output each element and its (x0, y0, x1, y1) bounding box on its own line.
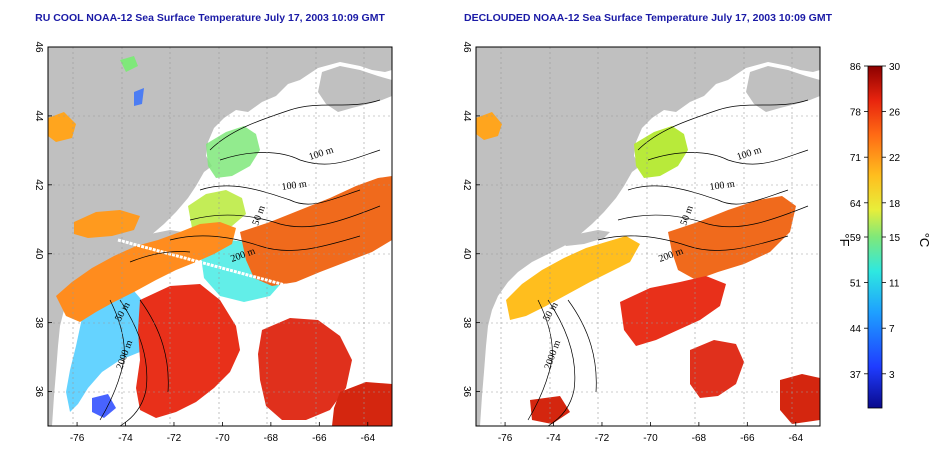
warm-water-region (56, 222, 236, 322)
x-tick-label: -76 (498, 433, 513, 444)
warm-water-region (258, 318, 352, 420)
warm-water-region (476, 112, 502, 140)
x-tick-label: -72 (167, 433, 182, 444)
left-graticule (48, 47, 392, 426)
fahrenheit-tick-label: 64 (850, 199, 862, 210)
warm-water-region (620, 276, 726, 346)
cloud-contaminated-region (92, 394, 116, 418)
right-map-frame (475, 46, 821, 427)
bathymetry-contours (99, 99, 381, 426)
cold-water-region (134, 88, 144, 106)
fahrenheit-tick-label: 37 (850, 370, 862, 381)
warm-water-region (506, 236, 640, 320)
fahrenheit-tick-label: 59 (850, 233, 862, 244)
x-tick-label: -68 (264, 433, 279, 444)
colorbar-ticks: 30 86 26 78 22 71 18 64 15 59 11 51 7 44 3 37 (850, 62, 901, 381)
fahrenheit-unit-label: °F (837, 233, 852, 246)
left-map-panel: RU COOL NOAA-12 Sea Surface Temperature … (33, 12, 393, 444)
land-mass (48, 47, 392, 426)
warm-water-region (48, 112, 76, 142)
cloud-contaminated-region (188, 190, 246, 232)
celsius-tick-label: 26 (889, 108, 901, 119)
y-tick-label: 36 (461, 386, 472, 398)
fahrenheit-tick-label: 51 (850, 279, 862, 290)
cold-water-region (120, 56, 138, 72)
left-panel-title: RU COOL NOAA-12 Sea Surface Temperature … (35, 12, 385, 24)
celsius-tick-label: 22 (889, 153, 901, 164)
warm-water-region (690, 340, 744, 398)
x-tick-label: -66 (740, 433, 755, 444)
x-tick-label: -76 (70, 433, 85, 444)
colorbar-gradient (867, 65, 883, 409)
x-tick-label: -72 (595, 433, 610, 444)
x-tick-label: -70 (643, 433, 658, 444)
y-tick-label: 46 (461, 41, 472, 53)
x-tick-label: -64 (361, 433, 376, 444)
x-tick-label: -70 (215, 433, 230, 444)
celsius-tick-label: 7 (889, 324, 895, 335)
nova-scotia-land (746, 66, 820, 112)
y-tick-label: 44 (461, 110, 472, 122)
y-tick-label: 42 (461, 179, 472, 191)
right-axis-ticks: -76 -74 -72 -70 -68 -66 -64 36 38 40 42 44 46 (461, 41, 803, 444)
nova-scotia-land (318, 66, 392, 112)
warm-water-region (668, 196, 796, 280)
celsius-tick-label: 11 (889, 279, 900, 290)
celsius-tick-label: 30 (889, 62, 901, 73)
y-tick-label: 38 (33, 317, 44, 329)
x-tick-label: -68 (692, 433, 707, 444)
y-tick-label: 44 (33, 110, 44, 122)
y-tick-label: 38 (461, 317, 472, 329)
celsius-tick-label: 3 (889, 370, 895, 381)
y-tick-label: 42 (33, 179, 44, 191)
left-map-frame (47, 46, 393, 427)
contour-label: 100 m (281, 179, 308, 193)
warm-water-region (136, 284, 240, 418)
celsius-tick-label: 18 (889, 199, 901, 210)
long-island-land (558, 230, 610, 246)
bathymetry-contours (527, 99, 809, 426)
land-mass (476, 47, 820, 426)
y-tick-label: 40 (461, 248, 472, 260)
fahrenheit-tick-label: 71 (850, 153, 862, 164)
x-tick-label: -66 (312, 433, 327, 444)
right-map-panel: DECLOUDED NOAA-12 Sea Surface Temperatur… (461, 12, 833, 444)
x-tick-label: -74 (118, 433, 133, 444)
celsius-tick-label: 15 (889, 233, 901, 244)
right-graticule (476, 47, 820, 426)
contour-label: 100 m (709, 179, 736, 193)
warm-water-region (634, 126, 688, 178)
fahrenheit-tick-label: 44 (850, 324, 862, 335)
colorbar: 30 86 26 78 22 71 18 64 15 59 11 51 7 44 3 37 °F °C (837, 62, 932, 409)
warm-water-region (74, 210, 140, 238)
satellite-scan-line (117, 238, 297, 290)
celsius-unit-label: °C (917, 233, 932, 248)
long-island-land (130, 230, 182, 246)
fahrenheit-tick-label: 86 (850, 62, 862, 73)
x-tick-label: -64 (789, 433, 804, 444)
warm-water-region (780, 374, 820, 424)
y-tick-label: 36 (33, 386, 44, 398)
warm-water-region (240, 176, 392, 286)
y-tick-label: 46 (33, 41, 44, 53)
x-tick-label: -74 (546, 433, 561, 444)
fahrenheit-tick-label: 78 (850, 108, 862, 119)
right-panel-title: DECLOUDED NOAA-12 Sea Surface Temperatur… (464, 12, 833, 24)
cloud-contaminated-region (206, 126, 260, 178)
warm-water-region (332, 382, 392, 426)
y-tick-label: 40 (33, 248, 44, 260)
left-axis-ticks: -76 -74 -72 -70 -68 -66 -64 36 38 40 42 44 46 (33, 41, 375, 444)
